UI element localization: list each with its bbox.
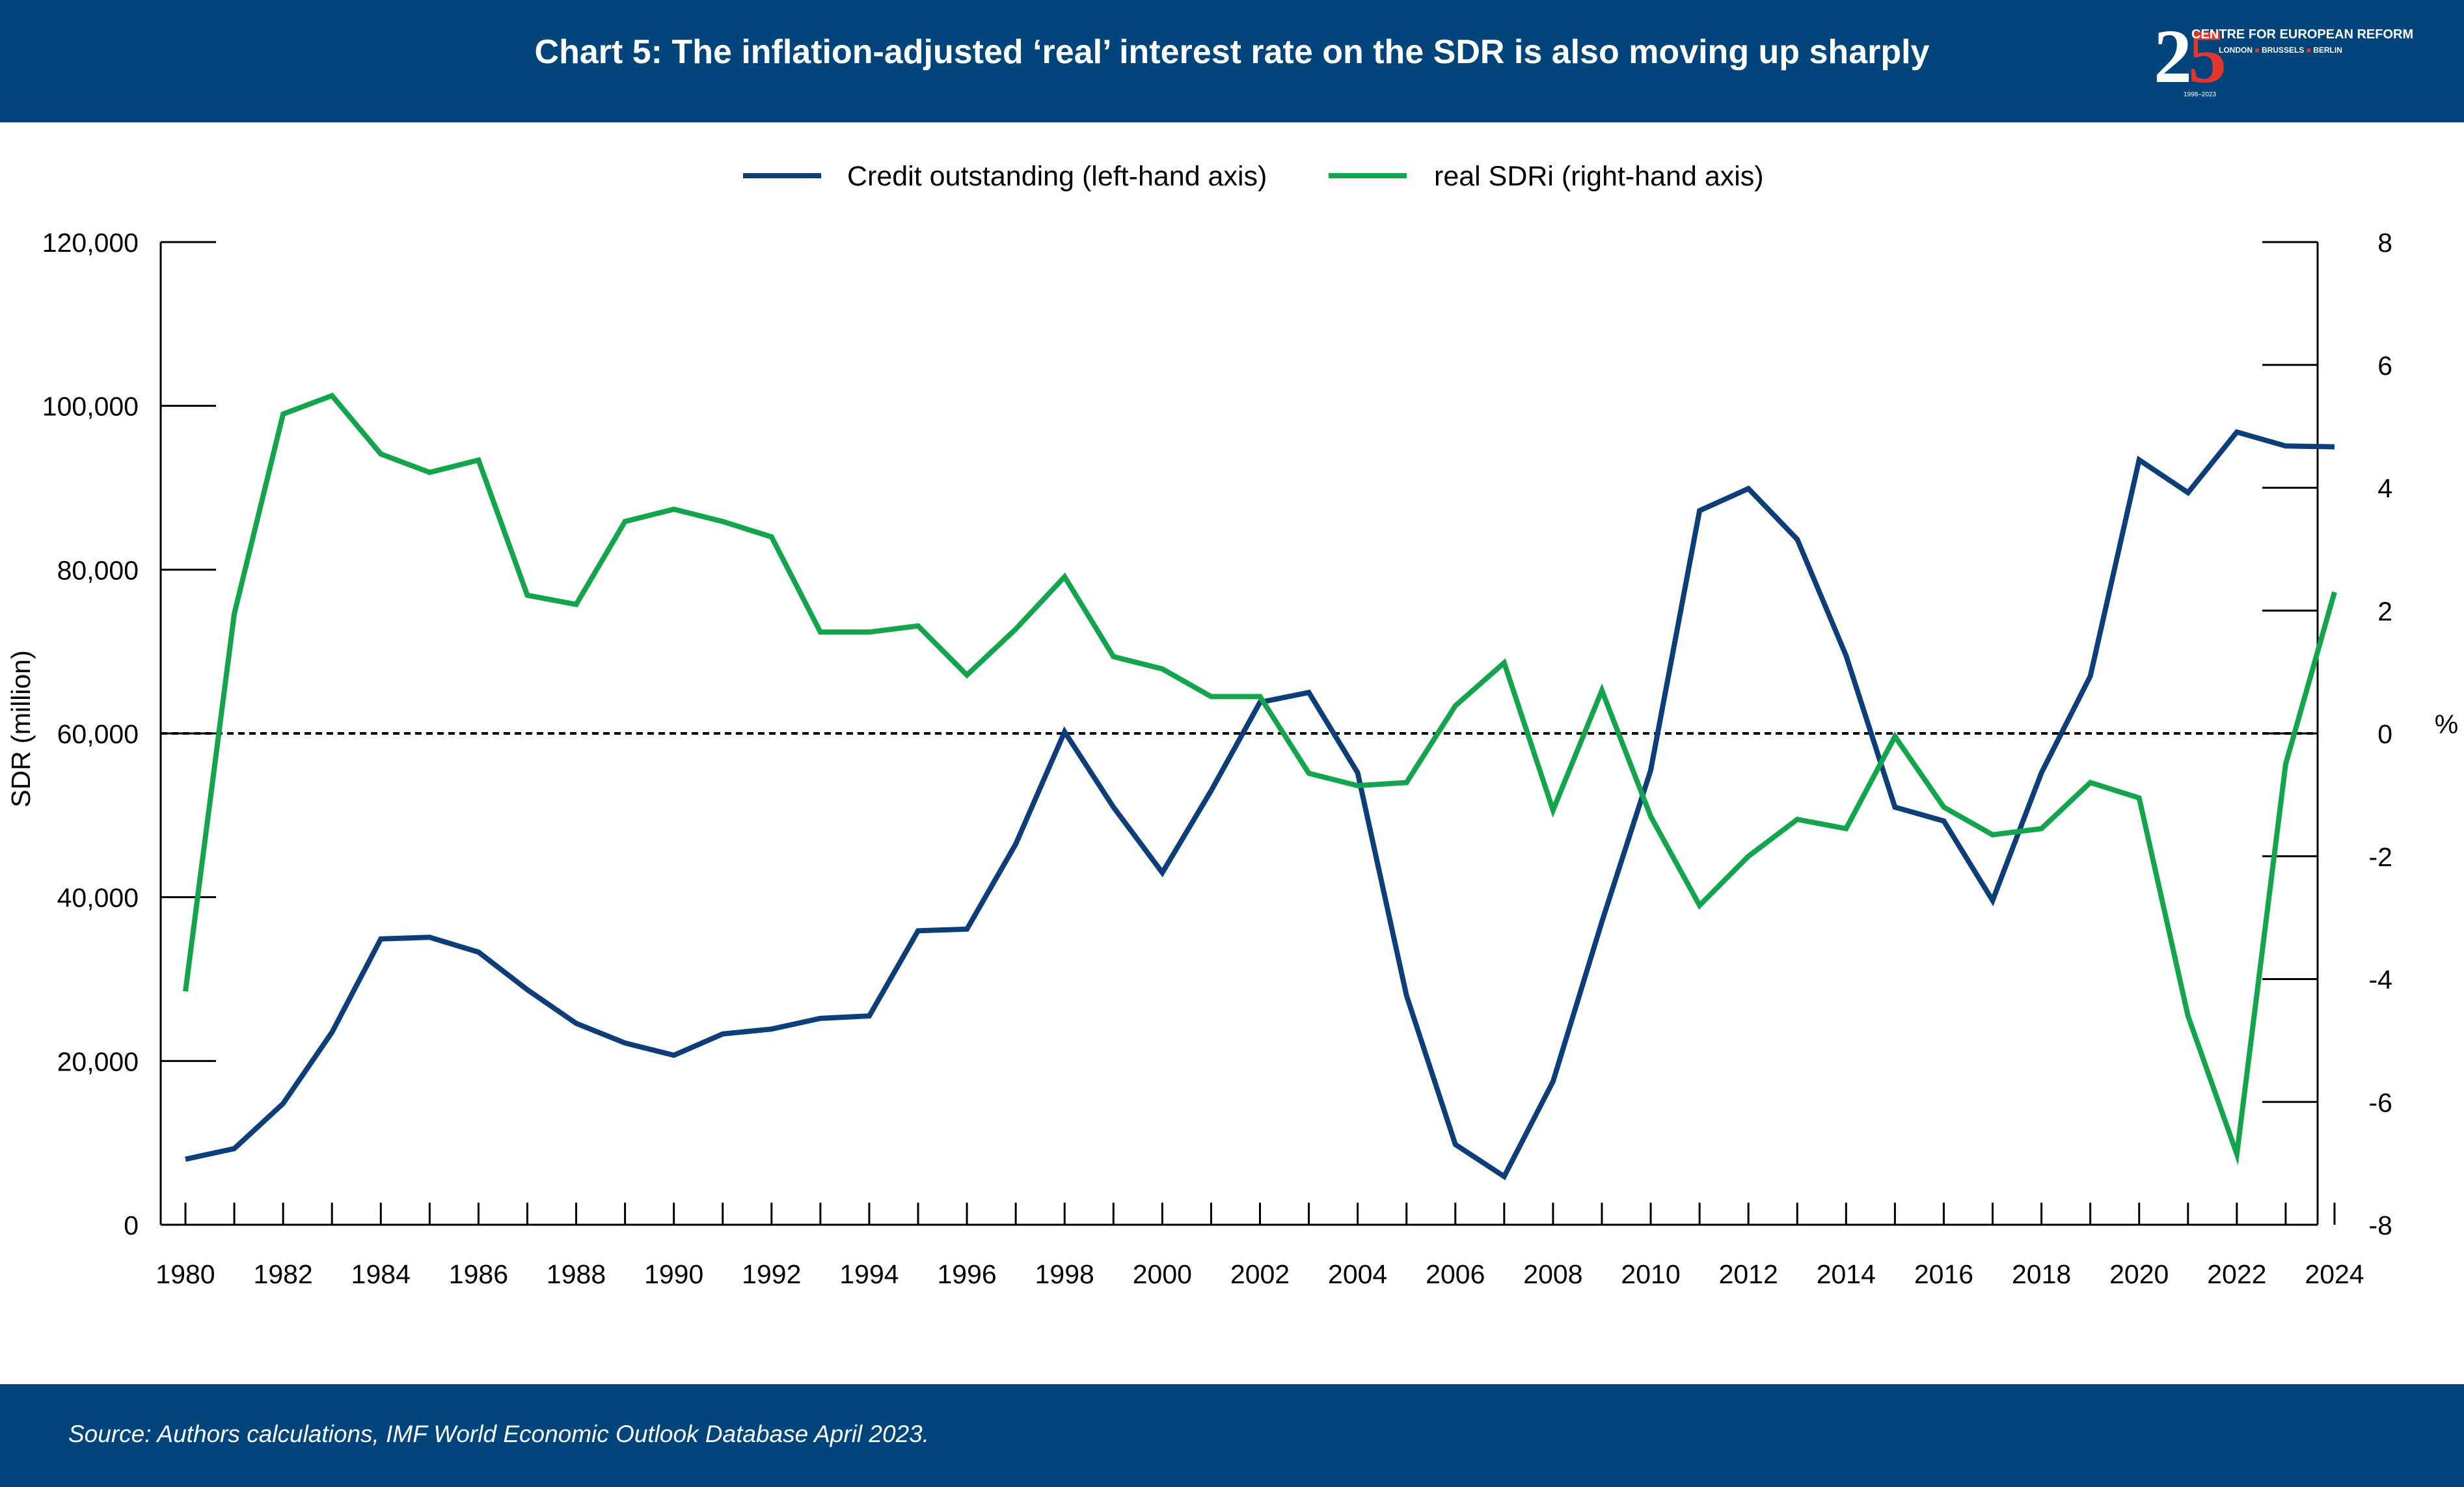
logo-separator-icon: ■: [2254, 46, 2260, 55]
y-right-tick-label: -2: [2369, 842, 2392, 872]
y-right-tick-label: 4: [2377, 474, 2392, 504]
x-tick-label: 2020: [2109, 1259, 2169, 1289]
series-layer: [183, 392, 2337, 1180]
logo-25-mark: 25: [2154, 14, 2227, 99]
x-tick-label: 2018: [2012, 1259, 2071, 1289]
logo-city-brussels: BRUSSELS: [2261, 46, 2305, 55]
y-axis-left-label: SDR (million): [6, 650, 36, 807]
x-tick-label: 2004: [1328, 1259, 1387, 1289]
legend-label: real SDRi (right-hand axis): [1434, 161, 1764, 192]
x-tick-label: 1998: [1035, 1259, 1094, 1289]
x-tick-label: 2008: [1523, 1259, 1582, 1289]
cer-logo: 25 CENTRE FOR EUROPEAN REFORM LONDON ■ B…: [2154, 14, 2440, 109]
x-tick-label: 2002: [1230, 1259, 1290, 1289]
logo-name: CENTRE FOR EUROPEAN REFORM: [2191, 27, 2414, 42]
y-left-tick-label: 20,000: [57, 1046, 139, 1076]
real-sdri-series-line: [183, 392, 2337, 1166]
x-tick-label: 2016: [1914, 1259, 1973, 1289]
title-banner: Chart 5: The inflation-adjusted ‘real’ i…: [0, 0, 2464, 122]
source-note: Source: Authors calculations, IMF World …: [68, 1421, 930, 1447]
logo-years: 1998–2023: [2184, 91, 2217, 98]
y-left-tick-label: 100,000: [42, 392, 139, 422]
chart-legend: Credit outstanding (left-hand axis) real …: [743, 161, 1764, 192]
x-tick-label: 1982: [254, 1259, 313, 1289]
line-chart: Credit outstanding (left-hand axis) real …: [6, 161, 2458, 1289]
x-tick-label: 1990: [644, 1259, 703, 1289]
x-tick-label: 2010: [1621, 1259, 1680, 1289]
y-left-tick-label: 80,000: [57, 555, 139, 585]
x-tick-label: 1994: [839, 1259, 899, 1289]
chart-title: Chart 5: The inflation-adjusted ‘real’ i…: [534, 33, 1930, 71]
y-right-tick-label: -4: [2369, 965, 2392, 995]
y-right-tick-label: 6: [2377, 351, 2392, 381]
x-tick-label: 1984: [351, 1259, 411, 1289]
logo-city-london: LONDON: [2219, 46, 2253, 55]
x-tick-label: 1996: [937, 1259, 996, 1289]
x-tick-label: 2014: [1817, 1259, 1876, 1289]
x-tick-label: 1980: [156, 1259, 215, 1289]
x-tick-label: 2000: [1133, 1259, 1192, 1289]
logo-city-berlin: BERLIN: [2313, 46, 2342, 55]
y-left-tick-label: 60,000: [57, 719, 139, 749]
x-tick-label: 2024: [2305, 1259, 2364, 1289]
logo-separator-icon: ■: [2306, 46, 2311, 55]
credit-outstanding-series-line: [185, 429, 2335, 1180]
y-axis-right-label: %: [2435, 709, 2458, 739]
y-right-tick-label: -6: [2369, 1087, 2392, 1117]
x-tick-label: 2006: [1426, 1259, 1485, 1289]
logo-digit-2: 2: [2154, 14, 2192, 99]
chart-axes: 0 20,000 40,000 60,000 80,000 100,000 120,000 -…: [42, 228, 2392, 1289]
legend-item-credit-outstanding: Credit outstanding (left-hand axis): [743, 161, 1267, 192]
y-right-tick-label: -8: [2369, 1210, 2392, 1240]
legend-label: Credit outstanding (left-hand axis): [847, 161, 1267, 192]
logo-digit-5: 5: [2188, 14, 2227, 99]
y-right-tick-label: 0: [2377, 719, 2392, 749]
x-tick-label: 1992: [742, 1259, 801, 1289]
x-tick-label: 2022: [2207, 1259, 2266, 1289]
source-banner: Source: Authors calculations, IMF World …: [0, 1384, 2464, 1487]
y-left-tick-label: 40,000: [57, 883, 139, 913]
legend-item-real-sdri: real SDRi (right-hand axis): [1329, 161, 1764, 192]
x-tick-label: 1986: [449, 1259, 508, 1289]
y-left-tick-label: 120,000: [42, 228, 139, 258]
y-left-tick-label: 0: [124, 1210, 139, 1240]
y-right-tick-label: 8: [2377, 228, 2392, 258]
x-tick-label: 1988: [547, 1259, 606, 1289]
logo-cities: LONDON ■ BRUSSELS ■ BERLIN: [2219, 46, 2342, 55]
x-tick-label: 2012: [1719, 1259, 1778, 1289]
y-right-tick-label: 2: [2377, 596, 2392, 626]
